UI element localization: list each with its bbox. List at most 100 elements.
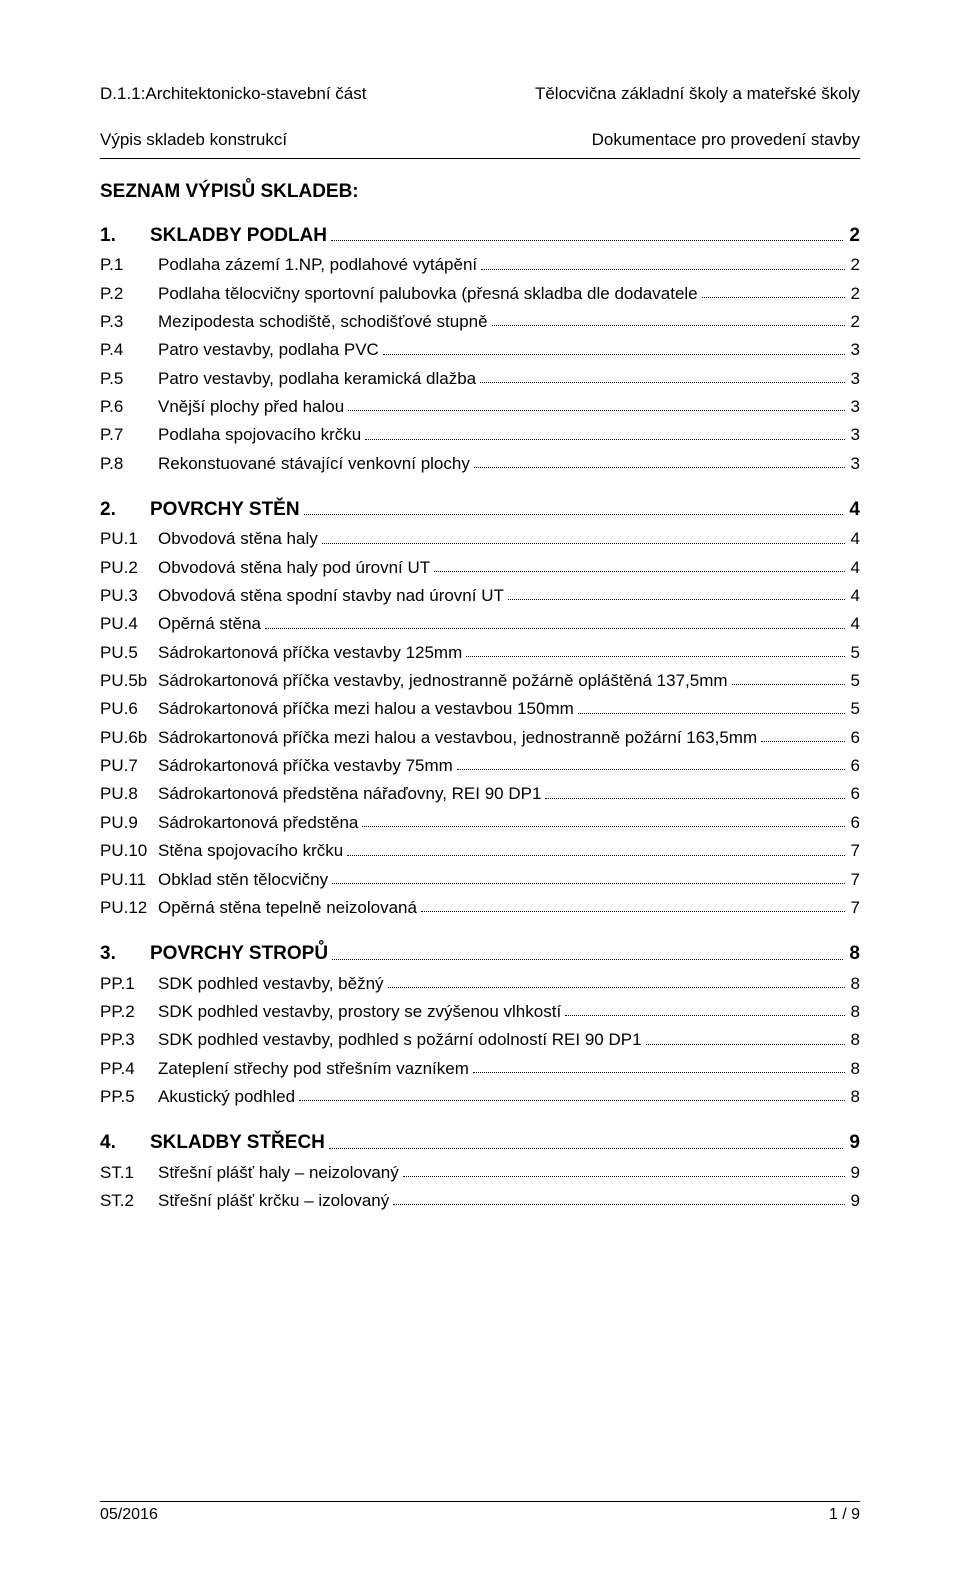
header-rule [100,158,860,159]
toc-entry-number: P.8 [100,451,158,477]
toc-entry-page: 9 [849,1160,860,1186]
toc-entry-number: 4. [100,1128,150,1157]
toc-leader-dots [388,986,845,988]
toc-entry-number: PU.8 [100,781,158,807]
toc-entry-number: PP.4 [100,1056,158,1082]
toc-leader-dots [331,239,843,241]
toc-leader-dots [421,910,845,912]
toc-entry-page: 3 [849,337,860,363]
toc-entry-number: PU.3 [100,583,158,609]
toc-leader-dots [480,381,844,383]
toc-entry-page: 2 [849,252,860,278]
toc-leader-dots [565,1014,844,1016]
toc-entry-label: Sádrokartonová příčka mezi halou a vesta… [158,696,574,722]
toc-leader-dots [332,882,844,884]
toc-entry-page: 3 [849,394,860,420]
toc-leader-dots [473,1071,845,1073]
toc-leader-dots [365,438,844,440]
toc-entry: ST.2Střešní plášť krčku – izolovaný9 [100,1188,860,1214]
toc-section-heading: 4.SKLADBY STŘECH9 [100,1128,860,1157]
toc-entry: PU.3Obvodová stěna spodní stavby nad úro… [100,583,860,609]
toc-entry: PU.5bSádrokartonová příčka vestavby, jed… [100,668,860,694]
toc-leader-dots [492,324,845,326]
toc-entry: PP.3SDK podhled vestavby, podhled s požá… [100,1027,860,1053]
toc-entry-number: P.5 [100,366,158,392]
toc-entry-number: PU.2 [100,555,158,581]
toc-entry-label: Obvodová stěna haly [158,526,318,552]
toc-leader-dots [434,570,844,572]
toc-entry-label: Sádrokartonová předstěna nářaďovny, REI … [158,781,541,807]
toc-entry: PP.2SDK podhled vestavby, prostory se zv… [100,999,860,1025]
toc-entry-number: PU.6b [100,725,158,751]
toc-leader-dots [646,1043,845,1045]
header-left-line1: D.1.1:Architektonicko-stavební část [100,84,366,103]
toc-entry-number: P.2 [100,281,158,307]
toc-entry-page: 3 [849,451,860,477]
toc-entry: PU.1Obvodová stěna haly4 [100,526,860,552]
toc-entry-number: 1. [100,221,150,250]
toc-entry-label: Podlaha zázemí 1.NP, podlahové vytápění [158,252,477,278]
header-right-line2: Dokumentace pro provedení stavby [592,130,860,149]
toc-entry-number: PP.5 [100,1084,158,1110]
toc-leader-dots [393,1203,844,1205]
toc-leader-dots [265,627,845,629]
footer-page-number: 1 / 9 [829,1506,860,1524]
toc-entry-label: Patro vestavby, podlaha PVC [158,337,379,363]
toc-entry: PP.5Akustický podhled8 [100,1084,860,1110]
toc-entry-page: 8 [849,1056,860,1082]
toc-entry-number: PU.10 [100,838,158,864]
toc-entry-page: 8 [849,1027,860,1053]
toc-entry-page: 6 [849,781,860,807]
toc-entry-page: 7 [849,895,860,921]
toc-entry-label: Obklad stěn tělocvičny [158,867,328,893]
toc-entry-label: Rekonstuované stávající venkovní plochy [158,451,470,477]
toc-entry-number: P.3 [100,309,158,335]
toc-entry-page: 6 [849,725,860,751]
toc-entry-label: Opěrná stěna tepelně neizolovaná [158,895,417,921]
toc-entry-number: ST.1 [100,1160,158,1186]
toc-entry-page: 5 [849,668,860,694]
toc-leader-dots [383,353,845,355]
toc-entry-page: 8 [847,939,860,968]
toc-entry: P.7Podlaha spojovacího krčku3 [100,422,860,448]
toc-entry-page: 3 [849,422,860,448]
toc-leader-dots [347,854,844,856]
header-right-line1: Tělocvična základní školy a mateřské ško… [535,84,860,103]
toc-entry-label: Obvodová stěna spodní stavby nad úrovní … [158,583,504,609]
toc-entry-page: 6 [849,810,860,836]
toc-entry: PU.6Sádrokartonová příčka mezi halou a v… [100,696,860,722]
toc-entry-label: Sádrokartonová příčka vestavby 75mm [158,753,453,779]
toc-leader-dots [732,683,845,685]
toc-entry-page: 6 [849,753,860,779]
toc-entry-number: PU.5 [100,640,158,666]
toc-entry-number: PU.9 [100,810,158,836]
toc-leader-dots [403,1175,845,1177]
toc-entry-label: SDK podhled vestavby, běžný [158,971,384,997]
toc-entry-page: 2 [849,309,860,335]
toc-entry-label: Zateplení střechy pod střešním vazníkem [158,1056,469,1082]
toc-entry: P.1Podlaha zázemí 1.NP, podlahové vytápě… [100,252,860,278]
page-title: SEZNAM VÝPISŮ SKLADEB: [100,181,860,203]
toc-entry-label: Podlaha tělocvičny sportovní palubovka (… [158,281,698,307]
toc-entry-label: Sádrokartonová příčka vestavby 125mm [158,640,462,666]
toc-entry-page: 4 [849,583,860,609]
page-header: D.1.1:Architektonicko-stavební část Výpi… [100,60,860,152]
footer-date: 05/2016 [100,1506,158,1524]
toc-entry-number: P.6 [100,394,158,420]
toc-entry-page: 8 [849,999,860,1025]
toc-leader-dots [474,466,845,468]
toc-entry: P.6Vnější plochy před halou3 [100,394,860,420]
toc-leader-dots [322,542,845,544]
toc-entry: P.4Patro vestavby, podlaha PVC 3 [100,337,860,363]
toc-entry: PU.5Sádrokartonová příčka vestavby 125mm… [100,640,860,666]
toc-entry-number: P.4 [100,337,158,363]
toc-entry-number: PP.3 [100,1027,158,1053]
toc-entry-page: 5 [849,696,860,722]
toc-entry-label: Mezipodesta schodiště, schodišťové stupn… [158,309,488,335]
toc-entry: P.5Patro vestavby, podlaha keramická dla… [100,366,860,392]
document-page: D.1.1:Architektonicko-stavební část Výpi… [0,0,960,1569]
toc-section-heading: 1.SKLADBY PODLAH2 [100,221,860,250]
toc-entry-number: PP.1 [100,971,158,997]
toc-section-heading: 3.POVRCHY STROPŮ8 [100,939,860,968]
toc-entry-label: Podlaha spojovacího krčku [158,422,361,448]
